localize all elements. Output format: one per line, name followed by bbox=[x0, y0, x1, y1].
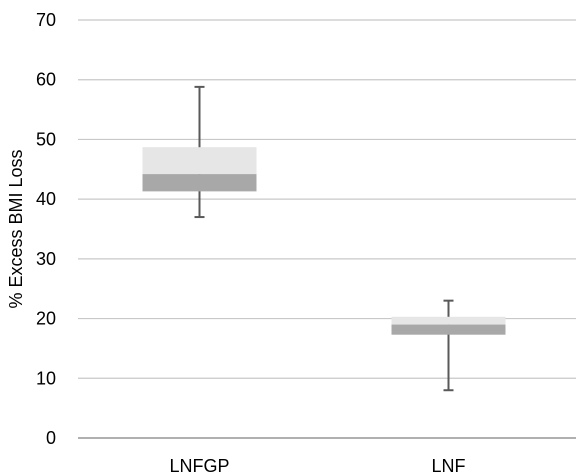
y-tick-label-40: 40 bbox=[36, 189, 56, 209]
box-upper-lnf bbox=[391, 316, 506, 325]
x-category-label-lnfgp: LNFGP bbox=[169, 456, 229, 476]
y-tick-labels: 0 10 20 30 40 50 60 70 bbox=[36, 10, 56, 448]
box-lower-lnf bbox=[391, 324, 506, 335]
box-lnfgp bbox=[142, 85, 257, 219]
y-tick-label-0: 0 bbox=[46, 428, 56, 448]
box-lnf bbox=[391, 299, 506, 392]
gridlines bbox=[78, 19, 576, 439]
y-tick-label-20: 20 bbox=[36, 309, 56, 329]
x-category-labels: LNFGP LNF bbox=[169, 456, 465, 476]
y-tick-label-30: 30 bbox=[36, 249, 56, 269]
y-tick-label-50: 50 bbox=[36, 129, 56, 149]
y-tick-label-70: 70 bbox=[36, 10, 56, 30]
y-axis-title: % Excess BMI Loss bbox=[6, 149, 26, 308]
y-tick-label-60: 60 bbox=[36, 70, 56, 90]
y-tick-label-10: 10 bbox=[36, 368, 56, 388]
box-upper-lnfgp bbox=[142, 147, 257, 175]
x-category-label-lnf: LNF bbox=[431, 456, 465, 476]
box-lower-lnfgp bbox=[142, 174, 257, 192]
boxes bbox=[142, 85, 506, 392]
